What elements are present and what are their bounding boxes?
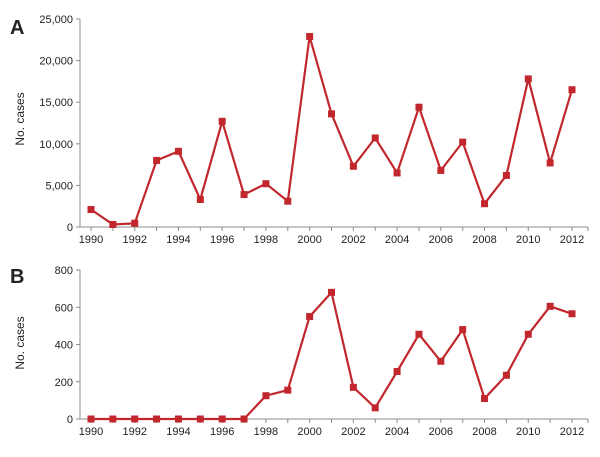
x-tick-label: 1992: [122, 426, 146, 438]
y-tick-label: 600: [55, 302, 73, 314]
data-point: [196, 415, 204, 423]
data-point: [196, 196, 204, 204]
series-line: [91, 290, 573, 421]
x-tick-label: 1994: [166, 426, 190, 438]
data-point: [371, 404, 379, 412]
data-point: [459, 326, 467, 334]
data-point: [328, 110, 335, 118]
data-point: [349, 383, 357, 391]
x-tick-label: 2008: [472, 234, 496, 246]
x-tick-label: 1998: [254, 234, 278, 246]
data-point: [306, 313, 314, 321]
data-point: [153, 156, 161, 164]
panel-a-letter: A: [10, 17, 24, 39]
data-point: [568, 310, 576, 318]
data-point: [109, 221, 117, 229]
data-point: [240, 415, 248, 423]
data-point: [328, 288, 335, 296]
x-tick-label: 1996: [210, 234, 234, 246]
series-line: [90, 36, 574, 226]
data-point: [481, 200, 489, 208]
x-tick-label: 1996: [210, 426, 234, 438]
data-point: [459, 138, 467, 146]
data-point: [568, 86, 576, 94]
data-point: [349, 162, 357, 170]
data-point: [546, 159, 554, 167]
panel-a: A No. cases 0 5,000 10,000 15,000 20,000 25,0…: [10, 14, 589, 246]
data-point: [218, 117, 226, 125]
data-point: [306, 32, 314, 40]
x-tick-label: 1992: [122, 234, 146, 246]
x-tick-label: 1994: [166, 234, 190, 246]
data-point: [240, 191, 248, 199]
x-tick-label: 2002: [341, 426, 365, 438]
data-point: [502, 171, 510, 179]
y-tick-label: 10,000: [39, 139, 73, 151]
x-tick-label: 2004: [385, 426, 409, 438]
data-point: [109, 415, 117, 423]
x-tick-label: 1990: [79, 234, 103, 246]
panel-a-axes: [79, 19, 588, 228]
x-tick-label: 2000: [297, 426, 321, 438]
data-point: [437, 357, 445, 365]
y-tick-label: 400: [55, 340, 73, 352]
data-point: [153, 415, 161, 423]
y-tick-label: 20,000: [39, 56, 73, 68]
data-point: [481, 395, 489, 403]
data-point: [131, 219, 139, 227]
data-point: [174, 415, 182, 423]
data-point: [87, 206, 95, 214]
panel-a-x-ticks: 1990 1992 1994 1996 1998 2000 2002 2004 2006 2008…: [79, 227, 589, 246]
panel-a-y-axis-label: No. cases: [13, 92, 27, 145]
data-point: [262, 392, 270, 400]
panel-a-series: [87, 32, 576, 229]
x-tick-label: 2000: [297, 234, 321, 246]
x-tick-label: 1998: [254, 426, 278, 438]
panel-b-letter: B: [10, 266, 24, 288]
y-tick-label: 15,000: [39, 97, 73, 109]
x-tick-label: 2006: [429, 234, 453, 246]
data-point: [415, 330, 423, 338]
data-point: [546, 302, 554, 310]
y-tick-label: 0: [67, 222, 73, 234]
panel-a-y-ticks: 0 5,000 10,000 15,000 20,000 25,000: [39, 14, 80, 234]
data-point: [524, 75, 532, 83]
data-point: [284, 197, 292, 205]
data-point: [371, 134, 379, 142]
data-point: [393, 169, 401, 177]
data-point: [284, 386, 292, 394]
data-point: [87, 415, 95, 423]
panel-b-y-ticks: 0 200 400 600 800: [55, 265, 80, 426]
y-tick-label: 200: [55, 377, 73, 389]
data-point: [415, 103, 423, 111]
data-point: [218, 415, 226, 423]
x-tick-label: 2010: [516, 234, 540, 246]
y-tick-label: 5,000: [45, 180, 73, 192]
x-tick-label: 2006: [429, 426, 453, 438]
data-point: [131, 415, 139, 423]
y-tick-label: 25,000: [39, 14, 73, 26]
x-tick-label: 2004: [385, 234, 409, 246]
panel-b-x-ticks: 1990 1992 1994 1996 1998 2000 2002 2004 2006 2008…: [79, 419, 589, 438]
y-tick-label: 800: [55, 265, 73, 277]
data-point: [502, 371, 510, 379]
data-point: [524, 330, 532, 338]
y-tick-label: 0: [67, 414, 73, 426]
data-point: [262, 180, 270, 188]
x-tick-label: 2010: [516, 426, 540, 438]
data-point: [437, 166, 445, 174]
panel-b-y-axis-label: No. cases: [13, 316, 27, 369]
data-point: [174, 147, 182, 155]
x-tick-label: 2012: [560, 426, 584, 438]
panel-b-series: [87, 288, 576, 423]
x-tick-label: 2008: [472, 426, 496, 438]
x-tick-label: 2012: [560, 234, 584, 246]
x-tick-label: 1990: [79, 426, 103, 438]
data-point: [393, 368, 401, 376]
x-tick-label: 2002: [341, 234, 365, 246]
